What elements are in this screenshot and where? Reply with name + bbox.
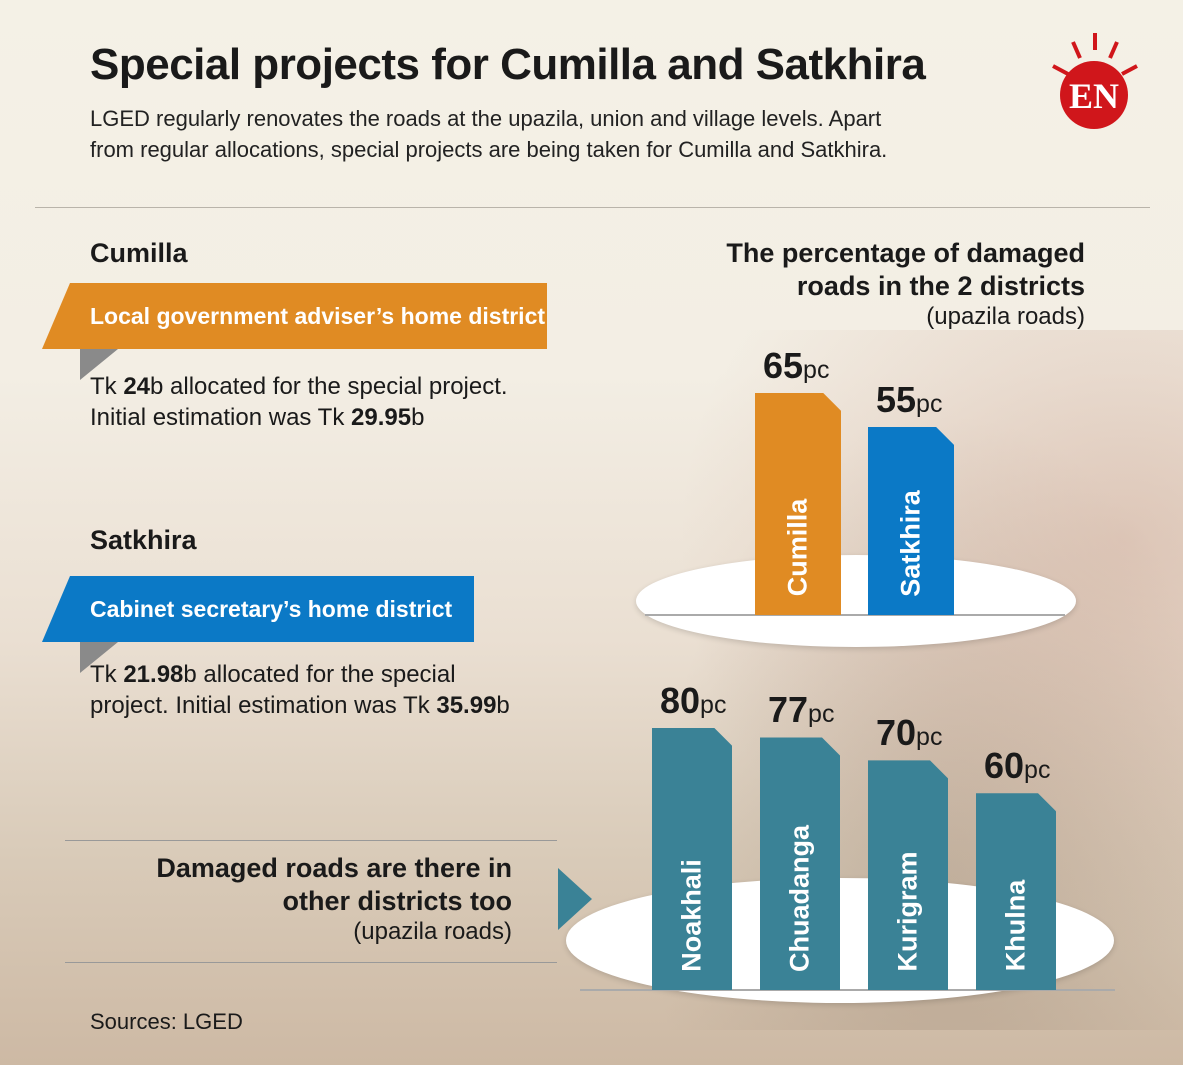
chart1-baseline	[645, 614, 1065, 616]
divider	[35, 207, 1150, 208]
chart2-title: Damaged roads are there in other distric…	[156, 853, 512, 916]
page-subtitle: LGED regularly renovates the roads at th…	[90, 106, 888, 162]
satkhira-banner: Cabinet secretary’s home district	[42, 576, 474, 642]
bar-label: Satkhira	[895, 490, 926, 597]
satkhira-heading: Satkhira	[90, 525, 197, 555]
chart2-baseline	[580, 989, 1115, 991]
bar-satkhira: Satkhira	[868, 427, 954, 615]
satkhira-text: Tk 21.98b allocated for the special proj…	[90, 661, 510, 719]
data-label: 65pc	[763, 344, 830, 386]
bar-label: Noakhali	[676, 859, 707, 972]
cumilla-text: Tk 24b allocated for the special project…	[90, 373, 508, 431]
data-label: 55pc	[876, 378, 943, 420]
data-label: 77pc	[768, 689, 835, 731]
chart2-title-block: Damaged roads are there in other distric…	[100, 852, 512, 946]
chart2-subtitle: (upazila roads)	[353, 918, 512, 945]
chart1-subtitle: (upazila roads)	[926, 303, 1085, 330]
bar-cumilla: Cumilla	[755, 393, 841, 615]
data-label: 70pc	[876, 712, 943, 754]
bar-kurigram: Kurigram	[868, 760, 948, 990]
divider	[65, 962, 557, 963]
chart1-title: The percentage of damaged roads in the 2…	[726, 238, 1085, 301]
bar-chuadanga: Chuadanga	[760, 737, 840, 990]
bar-khulna: Khulna	[976, 793, 1056, 990]
chart1-platform	[636, 555, 1076, 647]
bar-label: Kurigram	[892, 851, 923, 972]
bar-label: Cumilla	[782, 499, 813, 597]
sun-logo-icon	[1052, 33, 1138, 129]
bar-label: Khulna	[1000, 880, 1031, 972]
page-title: Special projects for Cumilla and Satkhir…	[90, 40, 926, 89]
data-label: 60pc	[984, 745, 1051, 787]
sources: Sources: LGED	[90, 1009, 243, 1034]
chart1-title-block: The percentage of damaged roads in the 2…	[665, 237, 1085, 331]
cumilla-banner: Local government adviser’s home district	[42, 283, 547, 349]
cumilla-heading: Cumilla	[90, 238, 188, 268]
logo: EN	[1040, 28, 1150, 133]
divider	[65, 840, 557, 841]
data-label: 80pc	[660, 679, 727, 721]
logo-text: EN	[1068, 76, 1119, 116]
bar-noakhali: Noakhali	[652, 728, 732, 990]
bar-label: Chuadanga	[784, 824, 815, 972]
